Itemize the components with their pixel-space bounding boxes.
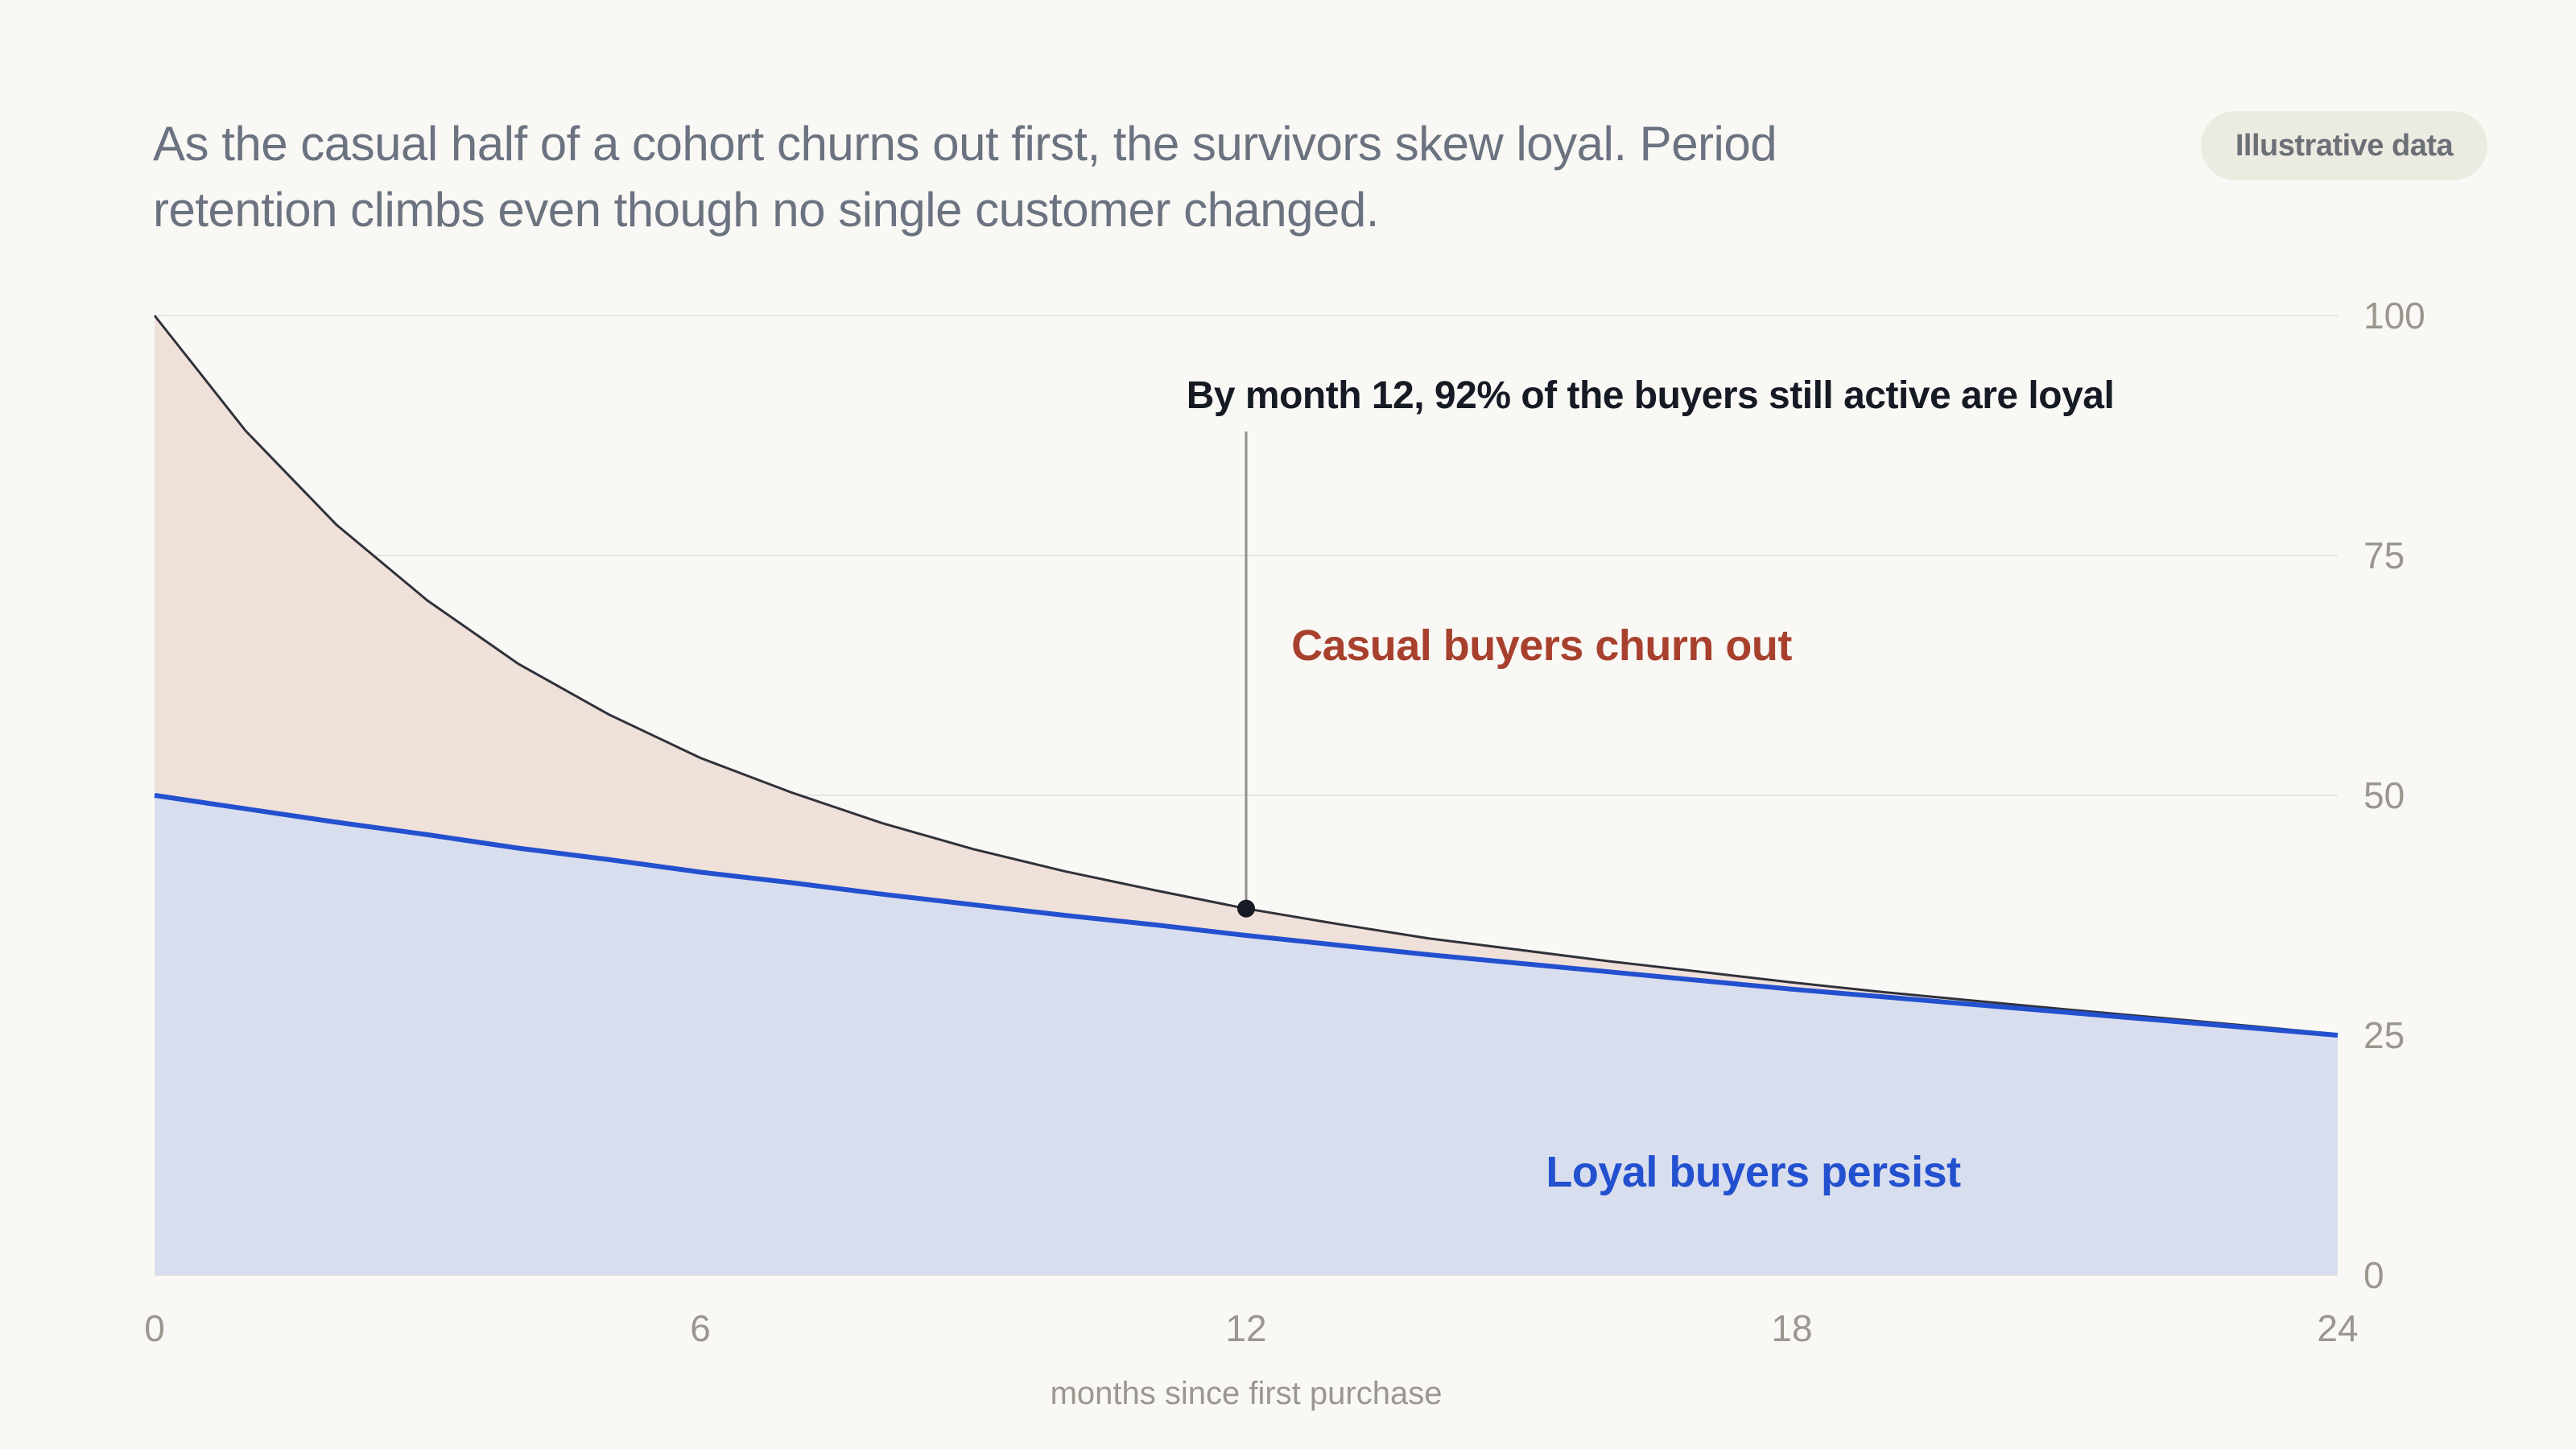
x-tick-6: 6: [690, 1307, 711, 1349]
annotation-text: By month 12, 92% of the buyers still act…: [1187, 374, 2115, 417]
annotation-marker: [1237, 899, 1255, 918]
illustrative-data-badge: Illustrative data: [2201, 111, 2487, 180]
loyal-buyers-area: [155, 795, 2338, 1275]
y-tick-50: 50: [2363, 774, 2405, 816]
x-tick-0: 0: [144, 1307, 165, 1349]
chart-subtitle: As the casual half of a cohort churns ou…: [153, 117, 1777, 237]
y-tick-75: 75: [2363, 535, 2405, 576]
loyal-retention-line: [154, 793, 2339, 1038]
y-tick-25: 25: [2363, 1014, 2405, 1056]
loyal-series-label: Loyal buyers persist: [1546, 1148, 1961, 1196]
x-axis-title: months since first purchase: [1051, 1376, 1443, 1411]
x-tick-24: 24: [2317, 1307, 2358, 1349]
y-tick-0: 0: [2363, 1254, 2384, 1296]
x-axis-ticks: 0 6 12 18 24: [144, 1307, 2358, 1349]
casual-series-label: Casual buyers churn out: [1291, 621, 1792, 670]
y-tick-100: 100: [2363, 295, 2425, 336]
x-tick-18: 18: [1771, 1307, 1812, 1349]
casual-buyers-area: [155, 316, 2338, 1035]
y-axis-ticks: 0 25 50 75 100: [2363, 295, 2425, 1296]
x-tick-12: 12: [1225, 1307, 1266, 1349]
